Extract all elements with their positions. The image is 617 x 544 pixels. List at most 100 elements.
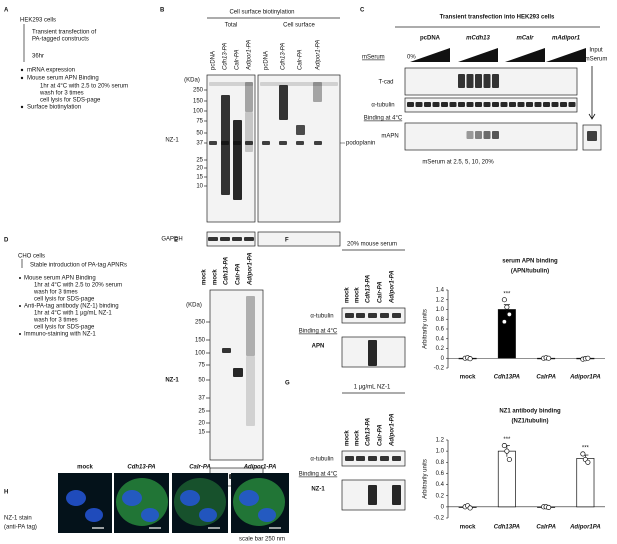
band	[483, 102, 491, 107]
data-point	[506, 456, 512, 463]
marker-label: 25	[196, 158, 203, 164]
blot	[206, 231, 256, 247]
band	[245, 82, 253, 112]
marker-label: 10	[196, 184, 203, 190]
lane-label: mock	[202, 269, 208, 285]
input-arrow	[588, 66, 596, 120]
band	[466, 131, 474, 139]
lane-label: pcDNA	[264, 51, 270, 70]
y-tick-label: 0	[441, 356, 445, 362]
sub-step-text: wash for 3 times	[33, 318, 78, 324]
marker-label: 15	[196, 175, 203, 181]
band	[392, 313, 401, 318]
lane-label: mock	[345, 430, 351, 446]
y-axis-label: Arbitrarily units	[423, 459, 429, 499]
scale-caption: scale bar 250 nm	[239, 537, 285, 543]
step-text: PA-tagged constructs	[32, 37, 89, 43]
nucleus	[85, 508, 103, 522]
band	[368, 313, 377, 318]
band	[449, 102, 457, 107]
binding-label: Binding at 4°C	[299, 329, 338, 335]
sub-step-text: 1hr at 4°C with 2.5 to 20% serum	[40, 84, 128, 90]
lane-label: Cdh13-PA	[366, 418, 372, 446]
marker-label: 50	[196, 131, 203, 137]
y-tick-label: 1.2	[436, 297, 445, 303]
band	[500, 102, 508, 107]
serum-wedge	[458, 48, 498, 62]
step-text: Transient transfection of	[32, 30, 96, 36]
band	[483, 74, 491, 88]
chart-title: serum APN binding	[502, 259, 558, 265]
blot-label: mAPN	[381, 134, 398, 140]
condition-label: 1 µg/mL NZ-1	[354, 385, 391, 391]
blot	[206, 74, 256, 223]
data-point	[501, 443, 507, 449]
sub-step-text: cell lysis for SDS-page	[34, 325, 95, 331]
bullet	[19, 305, 21, 307]
group-label: mCalr	[516, 36, 534, 42]
panel-letter: G	[285, 381, 290, 387]
y-tick-label: 0.4	[436, 482, 445, 488]
binding-label: Binding at 4°C	[364, 116, 403, 122]
y-tick-label: 0.4	[436, 336, 445, 342]
y-tick-label: 0.8	[436, 460, 445, 466]
band	[415, 102, 423, 107]
band	[279, 85, 288, 120]
lane-label: mock	[345, 287, 351, 303]
lane-label: Adipor1-PA	[247, 40, 253, 71]
marker-label: 20	[198, 421, 205, 427]
target-label: NZ-1	[311, 487, 325, 493]
condition-label: 20% mouse serum	[347, 242, 397, 248]
step-text: HEK293 cells	[20, 18, 56, 24]
panel-letter: H	[4, 490, 8, 496]
y-axis-label: Arbitrarily units	[423, 309, 429, 349]
serum-label: mSerum	[362, 55, 385, 61]
image-label: mock	[77, 465, 93, 471]
data-point	[504, 304, 510, 310]
band	[492, 131, 499, 139]
antibody-label: NZ-1	[165, 138, 179, 144]
x-tick-label: mock	[460, 525, 476, 531]
panel-letter: E	[174, 238, 178, 244]
x-tick-label: CalrPA	[536, 525, 556, 531]
sub-step-text: wash for 3 times	[39, 91, 84, 97]
bullet-text: Mouse serum APN Binding	[24, 276, 96, 282]
marker-label: 15	[198, 430, 205, 436]
data-point	[585, 459, 591, 465]
blot	[404, 122, 578, 151]
blot	[257, 74, 341, 223]
bullet	[20, 68, 24, 72]
marker-label: 100	[195, 351, 206, 357]
band	[475, 74, 482, 88]
bullet-text: Mouse serum APN Binding	[27, 76, 99, 82]
group-label: mAdipor1	[552, 36, 581, 42]
band	[221, 95, 230, 195]
blot	[257, 231, 341, 247]
band	[380, 313, 389, 318]
bullet-text: Surface biotinylation	[27, 105, 81, 111]
marker-label: 250	[193, 88, 204, 94]
y-tick-label: 1.0	[436, 307, 445, 313]
marker-label: 37	[198, 396, 205, 402]
y-tick-label: 0.8	[436, 317, 445, 323]
serum-wedge	[410, 48, 450, 62]
bar	[497, 309, 516, 359]
nucleus	[122, 490, 142, 506]
band	[475, 131, 482, 139]
image-label: Cdh13-PA	[127, 465, 155, 471]
band	[222, 348, 231, 353]
kda-label: (KDa)	[184, 78, 200, 84]
band	[368, 456, 377, 461]
lane-label: pcDNA	[211, 51, 217, 70]
band	[245, 112, 253, 152]
blot-label: α-tubulin	[371, 103, 394, 109]
panel-letter: F	[285, 238, 289, 244]
bullet	[20, 76, 24, 80]
band	[296, 141, 304, 145]
band	[209, 141, 217, 145]
sub-step-text: cell lysis for SDS-page	[40, 98, 101, 104]
y-tick-label: -0.2	[434, 516, 445, 522]
band	[380, 456, 389, 461]
band	[517, 102, 525, 107]
